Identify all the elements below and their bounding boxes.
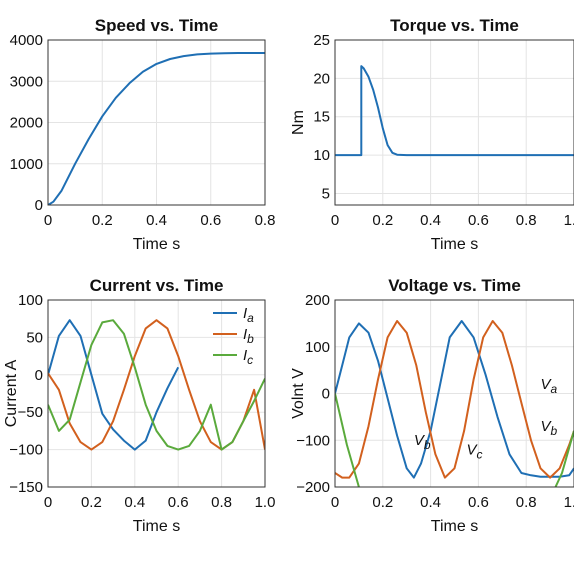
chart-title: Torque vs. Time	[390, 16, 519, 35]
y-axis-label: Nm	[290, 110, 307, 135]
x-tick-label: 0.8	[255, 212, 276, 229]
plot-area	[335, 40, 574, 205]
y-tick-label: 4000	[10, 32, 43, 49]
x-axis-label: Time s	[431, 236, 478, 253]
x-tick-label: 0.6	[468, 494, 489, 511]
series-line-1	[48, 52, 265, 205]
series-line-1	[335, 65, 574, 157]
chart-panel-1: 0 0.2 0.4 0.6 0.8 0 1000 2000 3000 4000 Speed vs. …	[10, 16, 276, 253]
x-tick-label: 0.4	[420, 212, 441, 229]
x-axis-label: Time s	[133, 518, 180, 535]
y-tick-label: 10	[313, 147, 330, 164]
x-tick-label: 0.6	[468, 212, 489, 229]
y-tick-label: 20	[313, 70, 330, 87]
x-tick-label: 0	[331, 212, 339, 229]
x-tick-label: 1.0	[255, 494, 276, 511]
x-axis-label: Time s	[431, 518, 478, 535]
x-tick-label: 0.4	[146, 212, 167, 229]
y-tick-label: 5	[322, 185, 330, 202]
series-annotation: Vb	[541, 418, 558, 438]
y-tick-label: 0	[35, 367, 43, 384]
y-tick-label: 200	[305, 292, 330, 309]
chart-title: Voltage vs. Time	[388, 276, 521, 295]
series-line-ic	[48, 319, 265, 451]
x-tick-label: 0	[44, 212, 52, 229]
axes-frame	[47, 299, 266, 488]
series-line-va	[335, 320, 574, 479]
y-tick-label: 50	[26, 329, 43, 346]
chart-title: Speed vs. Time	[95, 16, 218, 35]
chart-panel-3: 0 0.2 0.4 0.6 0.8 1.0 −150 −100 −50 0 50 100 Current…	[3, 276, 275, 535]
series-annotation: Vc	[466, 441, 482, 461]
x-tick-label: 0.4	[420, 494, 441, 511]
y-tick-label: 25	[313, 32, 330, 49]
x-tick-label: 0.4	[124, 494, 145, 511]
chart-title: Current vs. Time	[90, 276, 224, 295]
x-tick-label: 0.6	[200, 212, 221, 229]
y-tick-label: 2000	[10, 115, 43, 132]
x-tick-label: 1.0	[564, 494, 574, 511]
x-tick-label: 0.8	[211, 494, 232, 511]
x-axis-label: Time s	[133, 236, 180, 253]
y-tick-label: 15	[313, 109, 330, 126]
x-tick-label: 0.2	[92, 212, 113, 229]
y-axis-label: Current A	[3, 359, 20, 427]
plot-area	[48, 300, 265, 487]
x-tick-label: 0.2	[372, 494, 393, 511]
x-tick-label: 1.0	[564, 212, 574, 229]
y-tick-label: 3000	[10, 73, 43, 90]
series-line-vc	[335, 393, 574, 487]
legend-label: Ia	[243, 305, 254, 325]
y-tick-label: 100	[305, 339, 330, 356]
y-tick-label: 1000	[10, 156, 43, 173]
y-tick-label: −100	[296, 432, 330, 449]
series-annotation: Va	[541, 376, 558, 396]
x-tick-label: 0.6	[168, 494, 189, 511]
x-tick-label: 0.8	[516, 494, 537, 511]
x-tick-label: 0	[331, 494, 339, 511]
axes-frame	[334, 39, 574, 206]
y-tick-label: −200	[296, 479, 330, 496]
x-tick-label: 0	[44, 494, 52, 511]
y-axis-label: Volnt V	[290, 368, 307, 419]
x-tick-label: 0.2	[81, 494, 102, 511]
legend-label: Ic	[243, 347, 253, 367]
axes-frame	[334, 299, 574, 488]
y-tick-label: −50	[18, 404, 43, 421]
chart-panel-2: 0 0.2 0.4 0.6 0.8 1.0 5 10 15 20 25 Torque vs. Time…	[290, 16, 574, 253]
y-tick-label: −150	[9, 479, 43, 496]
legend-label: Ib	[243, 326, 254, 346]
series-line-ia	[48, 319, 180, 451]
x-tick-label: 0.8	[516, 212, 537, 229]
y-tick-label: 100	[18, 292, 43, 309]
chart-panel-4: 0 0.2 0.4 0.6 0.8 1.0 −200 −100 0 100 200 Voltage v…	[290, 276, 574, 535]
y-tick-label: 0	[35, 197, 43, 214]
y-tick-label: −100	[9, 442, 43, 459]
y-tick-label: 0	[322, 386, 330, 403]
series-line-vb	[335, 320, 574, 479]
x-tick-label: 0.2	[372, 212, 393, 229]
series-annotation: Vb	[414, 432, 431, 452]
axes-frame	[47, 39, 266, 206]
